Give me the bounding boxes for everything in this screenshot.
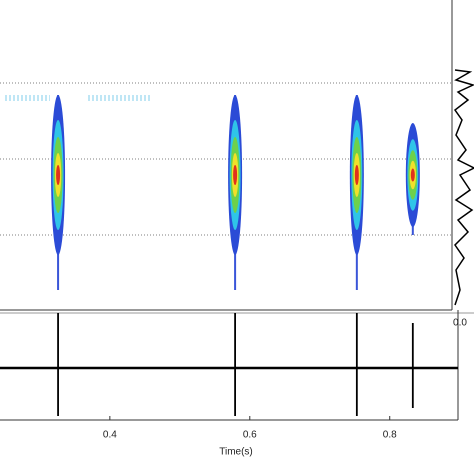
- event-energy: [354, 165, 359, 185]
- x-tick-label: 0.4: [103, 430, 117, 441]
- spectrum-line: [453, 69, 474, 306]
- event-energy: [56, 165, 61, 185]
- x-tick-label: 0.8: [383, 430, 397, 441]
- event-energy: [233, 165, 238, 185]
- frame: [0, 0, 474, 421]
- event-energy: [410, 168, 415, 182]
- spectrum-tick-label: 0.0: [453, 318, 467, 329]
- freq-guides: [0, 82, 452, 236]
- x-axis-label: Time(s): [219, 447, 253, 458]
- x-tick-label: 0.6: [243, 430, 257, 441]
